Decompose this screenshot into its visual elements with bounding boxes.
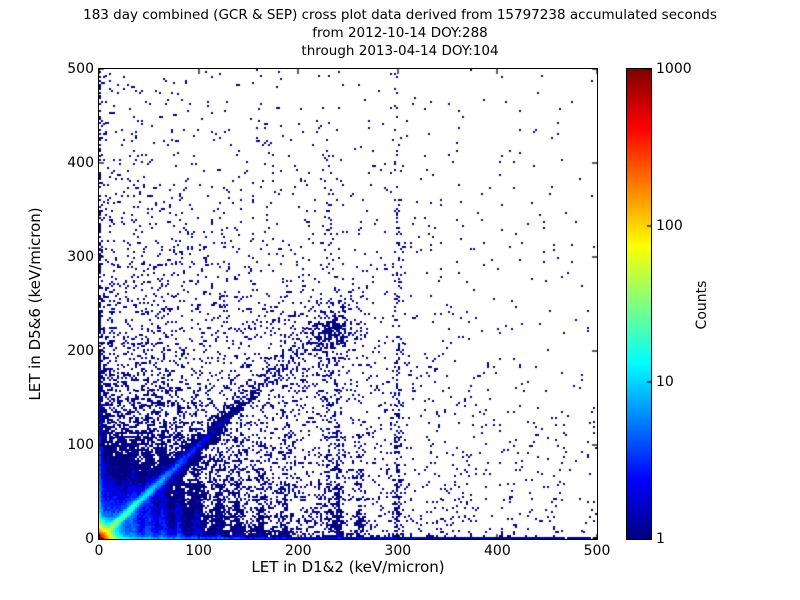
y-tick-label: 200 bbox=[67, 343, 94, 359]
y-tick-label: 100 bbox=[67, 437, 94, 453]
x-tick-label: 200 bbox=[284, 543, 312, 559]
y-tick-label: 300 bbox=[67, 249, 94, 265]
colorbar-tick-label: 10 bbox=[656, 374, 674, 391]
x-tick-label: 0 bbox=[94, 543, 104, 559]
colorbar-tick-label: 100 bbox=[656, 217, 683, 234]
chart-subtitle-from: from 2012-10-14 DOY:288 bbox=[312, 25, 488, 41]
x-tick-label: 100 bbox=[185, 543, 212, 559]
colorbar-label: Counts bbox=[694, 280, 710, 330]
y-tick-label: 400 bbox=[67, 155, 94, 171]
x-tick-label: 500 bbox=[583, 543, 611, 559]
y-axis-label: LET in D5&6 (keV/micron) bbox=[26, 207, 44, 401]
colorbar-tick-label: 1 bbox=[656, 531, 665, 547]
x-axis-label: LET in D1&2 (keV/micron) bbox=[251, 558, 445, 576]
scatter-canvas bbox=[99, 69, 597, 539]
colorbar-canvas bbox=[627, 69, 651, 539]
y-tick-label: 500 bbox=[67, 61, 94, 77]
chart-subtitle-through: through 2013-04-14 DOY:104 bbox=[301, 43, 499, 59]
x-tick-label: 300 bbox=[384, 543, 412, 559]
colorbar-tick-label: 1000 bbox=[656, 61, 692, 77]
y-tick-label: 0 bbox=[85, 531, 94, 547]
x-tick-label: 400 bbox=[484, 543, 511, 559]
chart-title: 183 day combined (GCR & SEP) cross plot … bbox=[83, 7, 717, 23]
